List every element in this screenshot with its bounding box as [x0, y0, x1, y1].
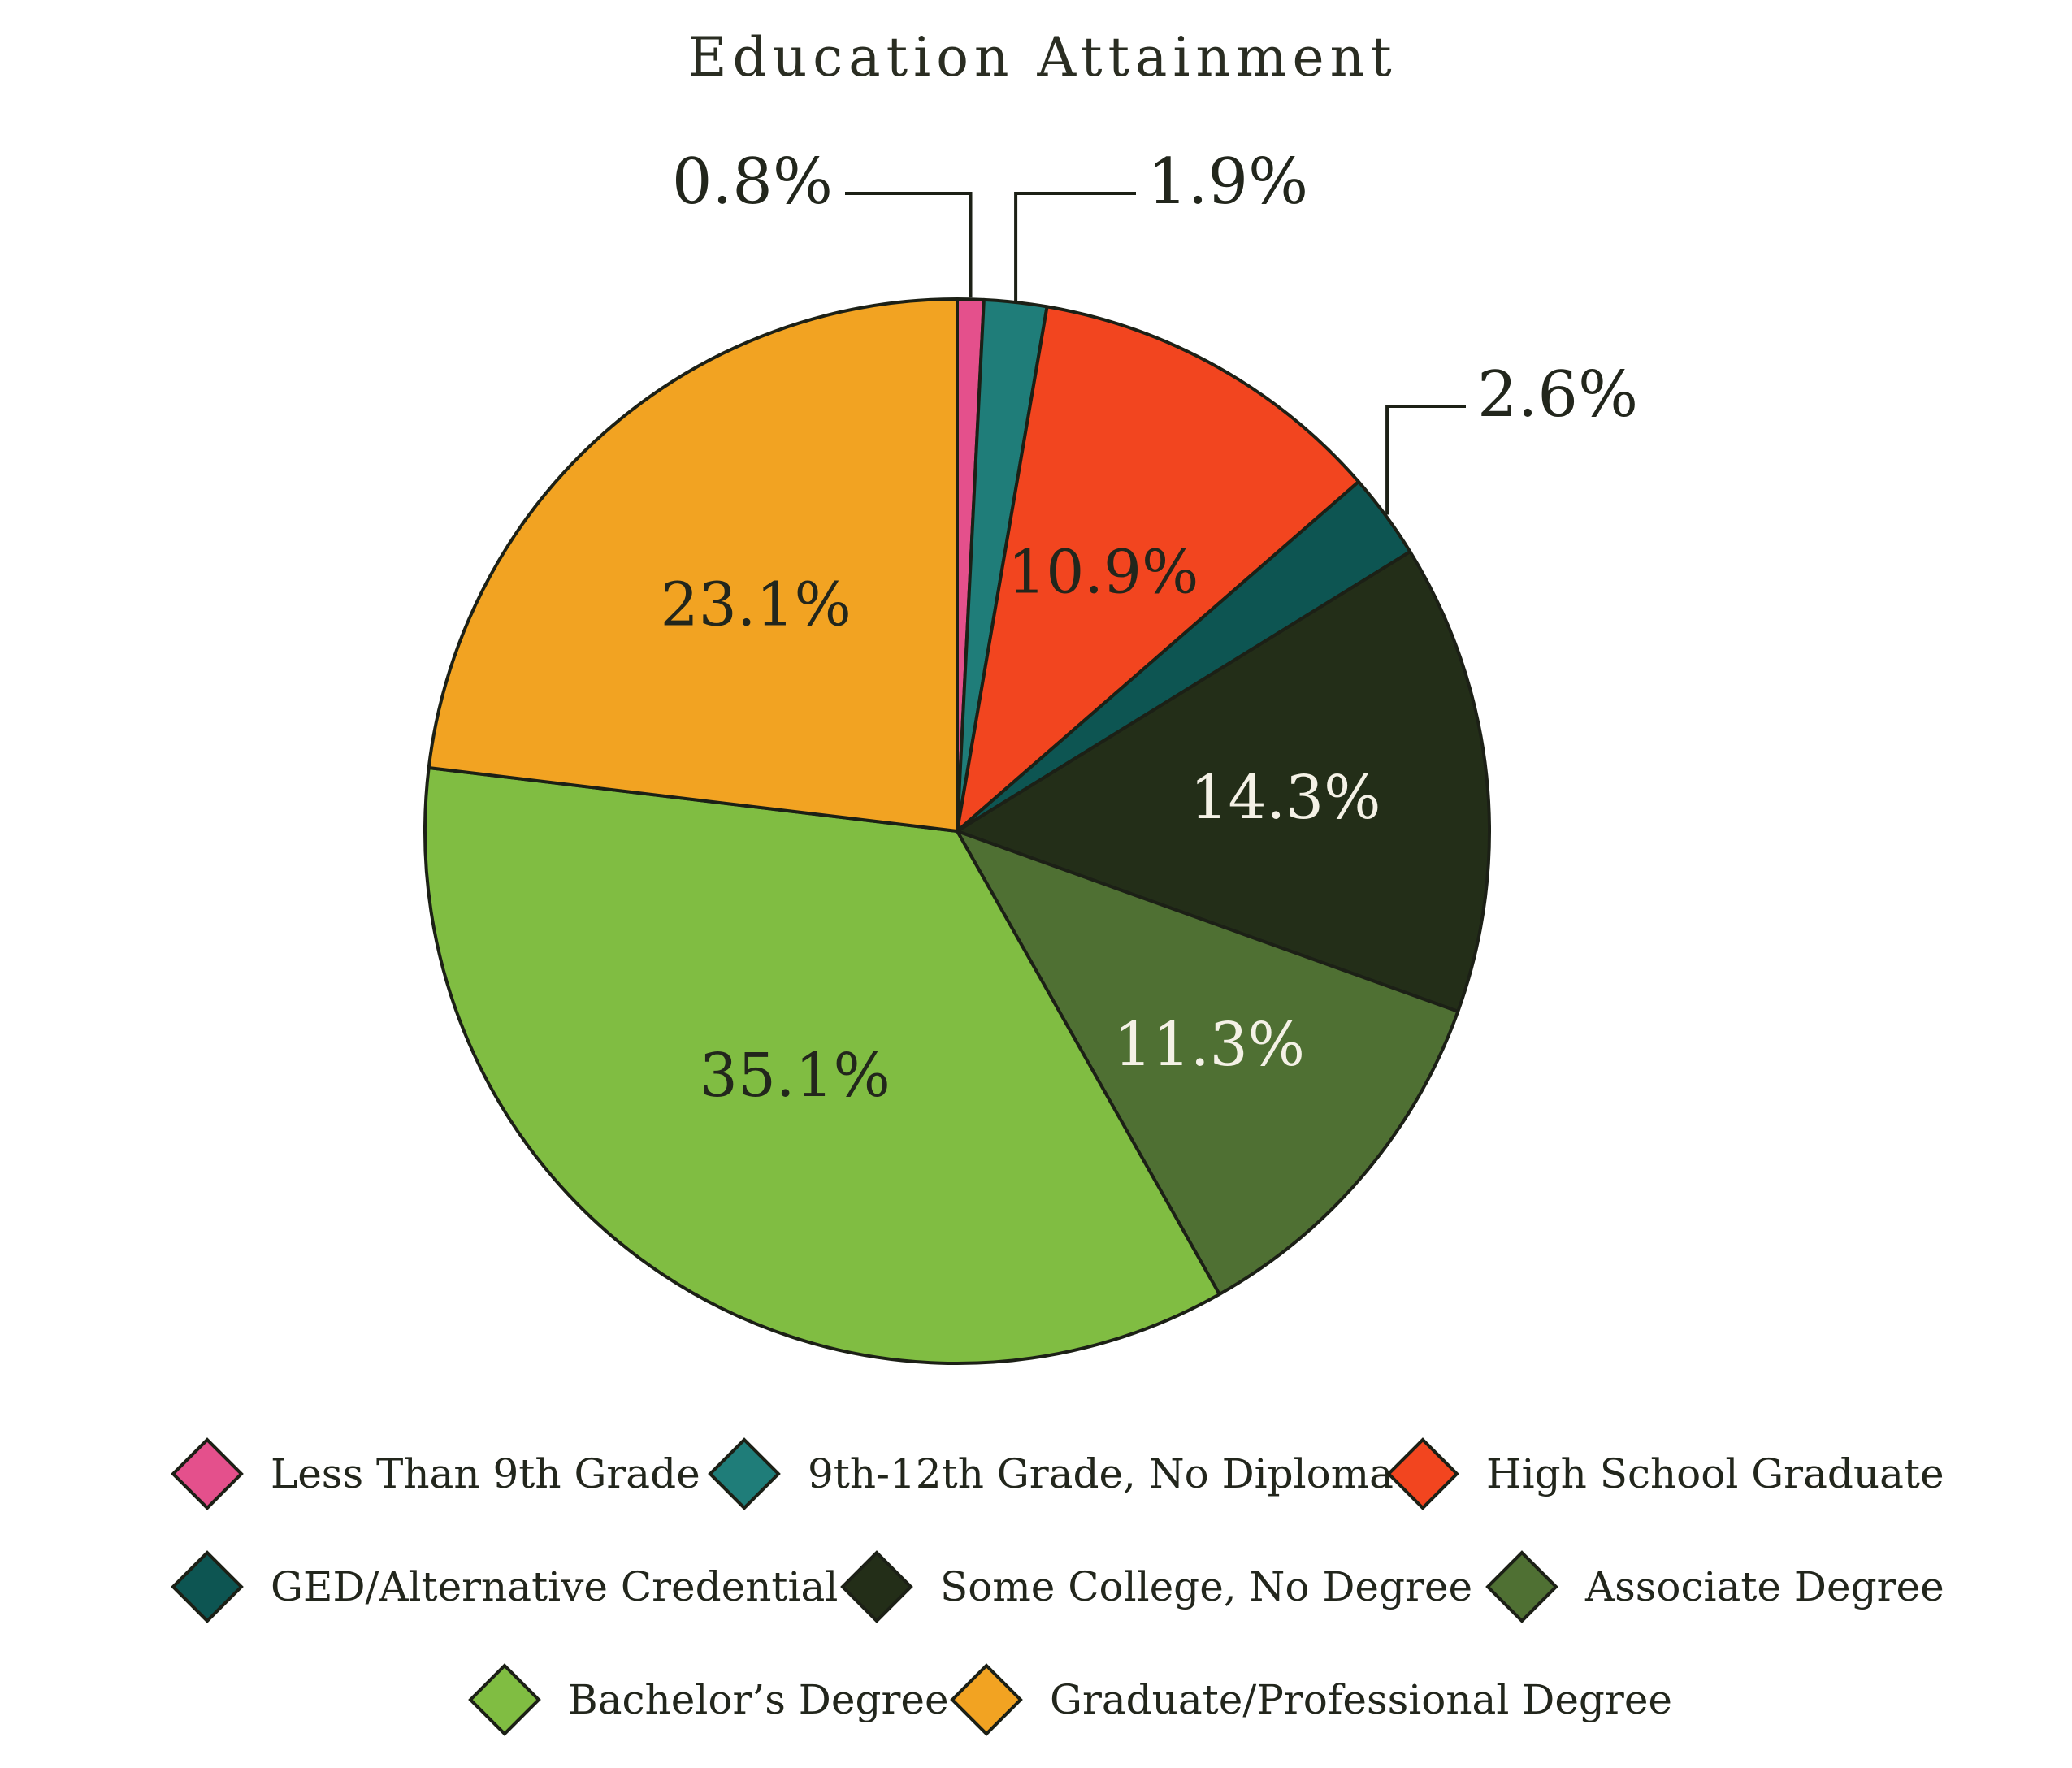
legend-label: Associate Degree [1584, 1563, 1944, 1610]
slice-label-high-school-graduate: 10.9% [1008, 537, 1199, 607]
legend-swatch [1386, 1437, 1459, 1510]
legend-label: High School Graduate [1486, 1450, 1944, 1497]
pie-slice-graduate-professional-degree [427, 297, 959, 833]
callout-label-ged-alternative-credential: 2.6% [1477, 358, 1638, 431]
legend-item-some-college-no-degree: Some College, No Degree [840, 1550, 1472, 1623]
legend-item-9th-12th-grade-no-diploma: 9th-12th Grade, No Diploma [708, 1437, 1394, 1510]
legend-label: 9th-12th Grade, No Diploma [808, 1450, 1394, 1497]
legend-label: Less Than 9th Grade [271, 1450, 700, 1497]
slice-label-bachelor-s-degree: 35.1% [700, 1041, 891, 1111]
pie-slice-some-college-no-degree [956, 550, 1491, 1013]
slice-label-graduate-professional-degree: 23.1% [661, 570, 852, 640]
callout-label-9th-12th-grade-no-diploma: 1.9% [1147, 145, 1308, 219]
legend-item-bachelor-s-degree: Bachelor’s Degree [468, 1663, 949, 1736]
legend-item-less-than-9th-grade: Less Than 9th Grade [171, 1437, 700, 1510]
legend-label: Bachelor’s Degree [568, 1676, 949, 1723]
pie-slices [423, 297, 1491, 1365]
slice-label-some-college-no-degree: 14.3% [1190, 763, 1381, 833]
legend-swatch [171, 1550, 244, 1623]
legend-swatch [708, 1437, 781, 1510]
pie-slice-associate-degree [956, 830, 1460, 1296]
legend-item-high-school-graduate: High School Graduate [1386, 1437, 1944, 1510]
legend-item-ged-alternative-credential: GED/Alternative Credential [171, 1550, 838, 1623]
callout-label-less-than-9th-grade: 0.8% [672, 145, 833, 219]
slice-labels: 10.9% 14.3% 11.3% 35.1% 23.1% [661, 537, 1381, 1111]
callout-leader-line [1014, 192, 1136, 301]
legend-label: GED/Alternative Credential [271, 1563, 838, 1610]
legend-label: Graduate/Professional Degree [1050, 1676, 1672, 1723]
legend-swatch [950, 1663, 1023, 1736]
legend-swatch [171, 1437, 244, 1510]
legend-swatch [1485, 1550, 1558, 1623]
legend-label: Some College, No Degree [940, 1563, 1472, 1610]
legend-item-associate-degree: Associate Degree [1485, 1550, 1944, 1623]
legend: Less Than 9th Grade 9th-12th Grade, No Di… [171, 1437, 1944, 1736]
legend-item-graduate-professional-degree: Graduate/Professional Degree [950, 1663, 1672, 1736]
callout-leader-line [1385, 405, 1466, 515]
callout-labels: 0.8% 1.9% 2.6% [672, 145, 1638, 515]
legend-swatch [468, 1663, 541, 1736]
callout-leader-line [845, 192, 973, 298]
slice-label-associate-degree: 11.3% [1114, 1010, 1305, 1080]
chart-title: Education Attainment [687, 26, 1397, 89]
legend-swatch [840, 1550, 913, 1623]
pie-slice-bachelor-s-degree [423, 765, 1221, 1365]
pie-slice-high-school-graduate [956, 305, 1361, 833]
